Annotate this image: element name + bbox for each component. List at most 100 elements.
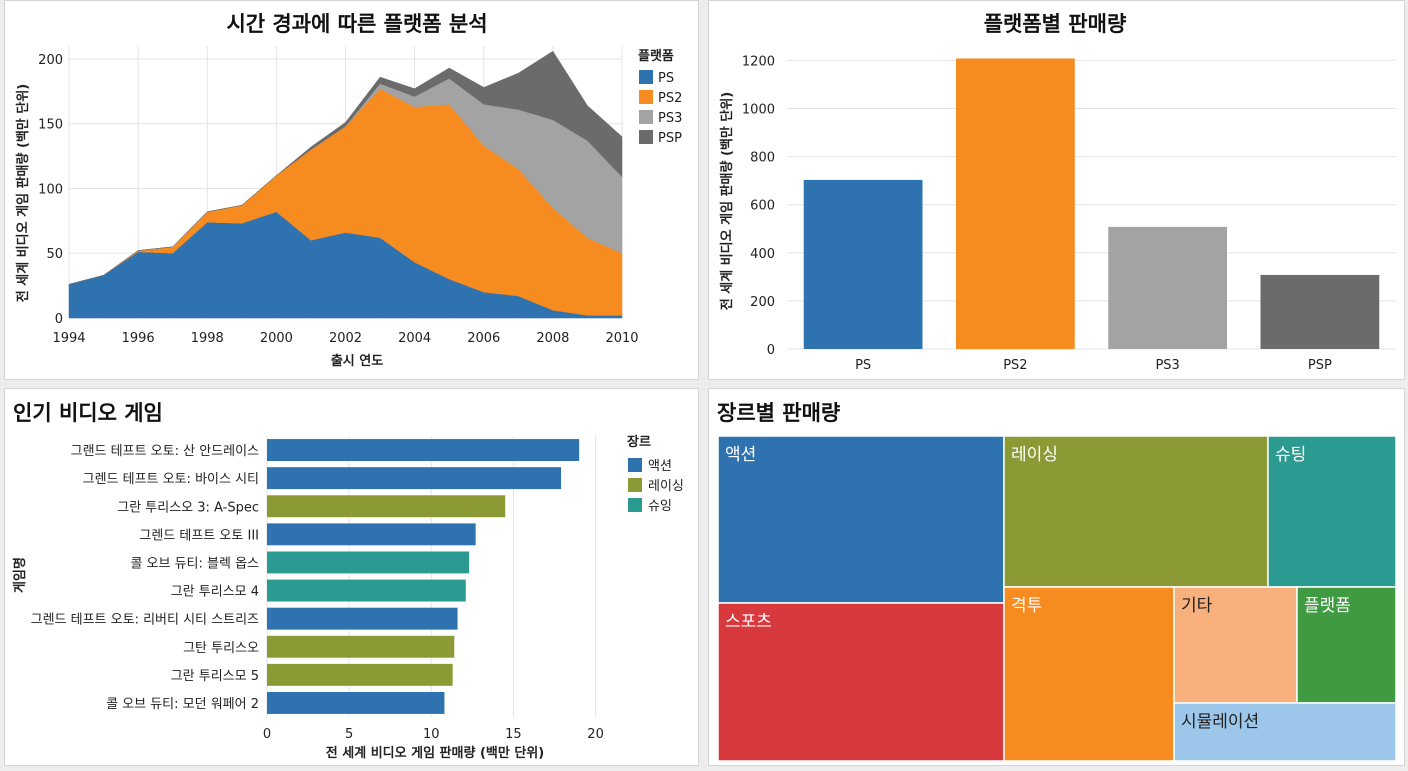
area-chart-title: 시간 경과에 따른 플랫폼 분석	[226, 12, 487, 36]
bar-x-tick-label: PS	[855, 358, 871, 373]
treemap-cell-fighting	[1003, 586, 1175, 762]
hbar-y-tick-label: 그란 투리스모 5	[171, 669, 259, 684]
hbar-bar	[267, 635, 455, 658]
area-y-tick-label: 200	[38, 53, 63, 68]
treemap-label-platform: 플랫폼	[1304, 596, 1351, 616]
bar-y-tick-label: 1000	[742, 103, 775, 118]
hbar-bar	[267, 607, 458, 630]
area-y-tick-label: 50	[46, 247, 63, 262]
hbar-chart-title: 인기 비디오 게임	[13, 401, 163, 425]
treemap-label-action: 액션	[725, 445, 756, 465]
hbar-x-tick-label: 5	[345, 727, 353, 742]
hbar-bar	[267, 495, 506, 518]
hbar-legend-label: 액션	[648, 459, 672, 474]
area-chart-panel: 시간 경과에 따른 플랫폼 분석 0 50 100 150 200 1994 1996 19…	[4, 0, 699, 380]
area-layer-psp	[68, 50, 623, 285]
bar-ps	[803, 179, 923, 349]
bar-x-tick-label: PS3	[1155, 358, 1179, 373]
treemap-title: 장르별 판매량	[717, 401, 840, 425]
area-x-tick-label: 2000	[260, 331, 293, 346]
treemap-label-racing: 레이싱	[1011, 445, 1058, 465]
area-legend-label: PSP	[658, 131, 682, 146]
area-x-tick-label: 2010	[605, 331, 638, 346]
area-legend-swatch-psp	[639, 130, 653, 144]
area-x-tick-label: 1996	[122, 331, 155, 346]
hbar-bar	[267, 551, 470, 574]
hbar-legend-swatch	[628, 478, 642, 492]
hbar-legend-label: 슈잉	[648, 499, 672, 514]
bar-y-tick-label: 600	[750, 199, 775, 214]
bar-chart: 플랫폼별 판매량 0 200 400 600 800 1000 1200 PS PS2 PS3 P…	[719, 12, 1396, 373]
area-legend-swatch-ps	[639, 70, 653, 84]
bar-psp	[1260, 274, 1380, 349]
hbar-legend-swatch	[628, 458, 642, 472]
area-x-tick-label: 1998	[191, 331, 224, 346]
bar-y-axis-label: 전 세계 비디오 게임 판매량 (백만 단위)	[719, 92, 735, 310]
area-y-axis-label: 전 세계 비디오 게임 판매량 (백만 단위)	[15, 84, 31, 302]
hbar-y-tick-label: 콜 오브 듀티: 모던 워페어 2	[106, 697, 259, 712]
hbar-x-axis-label: 전 세계 비디오 게임 판매량 (백만 단위)	[326, 745, 544, 761]
bar-chart-panel: 플랫폼별 판매량 0 200 400 600 800 1000 1200 PS PS2 PS3 P…	[708, 0, 1405, 380]
area-legend-swatch-ps2	[639, 90, 653, 104]
treemap-cell-misc	[1173, 586, 1298, 704]
bar-y-tick-label: 0	[767, 343, 775, 358]
treemap-cell-action	[717, 435, 1005, 604]
hbar-bar	[267, 579, 466, 602]
bar-chart-title: 플랫폼별 판매량	[984, 12, 1127, 36]
treemap-cell-simulation	[1173, 702, 1397, 762]
treemap-label-fighting: 격투	[1011, 596, 1042, 616]
treemap-panel: 장르별 판매량 액션 레이싱 슈팅 스포츠 격투 기타 플랫폼 시뮬레이션	[708, 388, 1405, 766]
hbar-y-tick-label: 그랜드 테프트 오토: 산 안드레이스	[71, 444, 259, 459]
bar-y-tick-label: 800	[750, 151, 775, 166]
area-x-axis-label: 출시 연도	[331, 353, 383, 369]
hbar-y-axis-label: 게임명	[12, 557, 28, 593]
bar-x-tick-label: PSP	[1308, 358, 1332, 373]
hbar-x-tick-label: 10	[423, 727, 440, 742]
area-legend-label: PS	[658, 71, 674, 86]
treemap-label-shooting: 슈팅	[1275, 445, 1306, 465]
area-legend-title: 플랫폼	[638, 48, 674, 64]
bar-y-tick-label: 400	[750, 247, 775, 262]
hbar-x-tick-label: 20	[587, 727, 604, 742]
area-chart: 시간 경과에 따른 플랫폼 분석 0 50 100 150 200 1994 1996 19…	[15, 12, 682, 369]
bar-y-tick-label: 1200	[742, 54, 775, 69]
treemap-label-misc: 기타	[1181, 596, 1213, 616]
hbar-legend-title: 장르	[627, 434, 651, 450]
area-legend-label: PS3	[658, 111, 682, 126]
treemap-label-sports: 스포츠	[725, 612, 772, 632]
hbar-bar	[267, 523, 476, 546]
hbar-y-tick-label: 그탄 투리스오	[183, 641, 259, 656]
area-x-tick-label: 2006	[467, 331, 500, 346]
hbar-x-tick-label: 15	[505, 727, 522, 742]
area-x-tick-label: 2008	[536, 331, 569, 346]
area-legend-swatch-ps3	[639, 110, 653, 124]
area-y-tick-label: 0	[55, 312, 63, 327]
hbar-x-tick-label: 0	[263, 727, 271, 742]
hbar-legend-label: 레이싱	[648, 479, 684, 494]
hbar-bar	[267, 439, 580, 462]
hbar-bar	[267, 691, 445, 714]
area-y-tick-label: 100	[38, 182, 63, 197]
hbar-y-tick-label: 그렌드 테프트 오토 III	[139, 528, 259, 543]
hbar-y-tick-label: 그렌드 테프트 오토: 바이스 시티	[83, 472, 259, 487]
hbar-bar	[267, 467, 562, 490]
area-legend-label: PS2	[658, 91, 682, 106]
area-x-tick-label: 1994	[52, 331, 85, 346]
hbar-y-tick-label: 콜 오브 듀티: 블렉 옵스	[130, 556, 259, 571]
treemap-cell-platform	[1296, 586, 1397, 704]
hbar-bar	[267, 663, 453, 686]
hbar-y-tick-label: 그렌드 테프트 오토: 리버티 시티 스트리즈	[31, 613, 259, 628]
hbar-y-tick-label: 그란 투리스모 4	[171, 585, 259, 600]
bar-ps3	[1108, 226, 1228, 349]
bar-ps2	[955, 58, 1075, 349]
treemap-cell-racing	[1003, 435, 1269, 588]
hbar-legend-swatch	[628, 498, 642, 512]
bar-x-tick-label: PS2	[1003, 358, 1027, 373]
area-x-tick-label: 2004	[398, 331, 431, 346]
hbar-y-tick-label: 그란 투리스오 3: A-Spec	[117, 500, 259, 515]
treemap-cell-shooting	[1267, 435, 1397, 588]
area-x-tick-label: 2002	[329, 331, 362, 346]
